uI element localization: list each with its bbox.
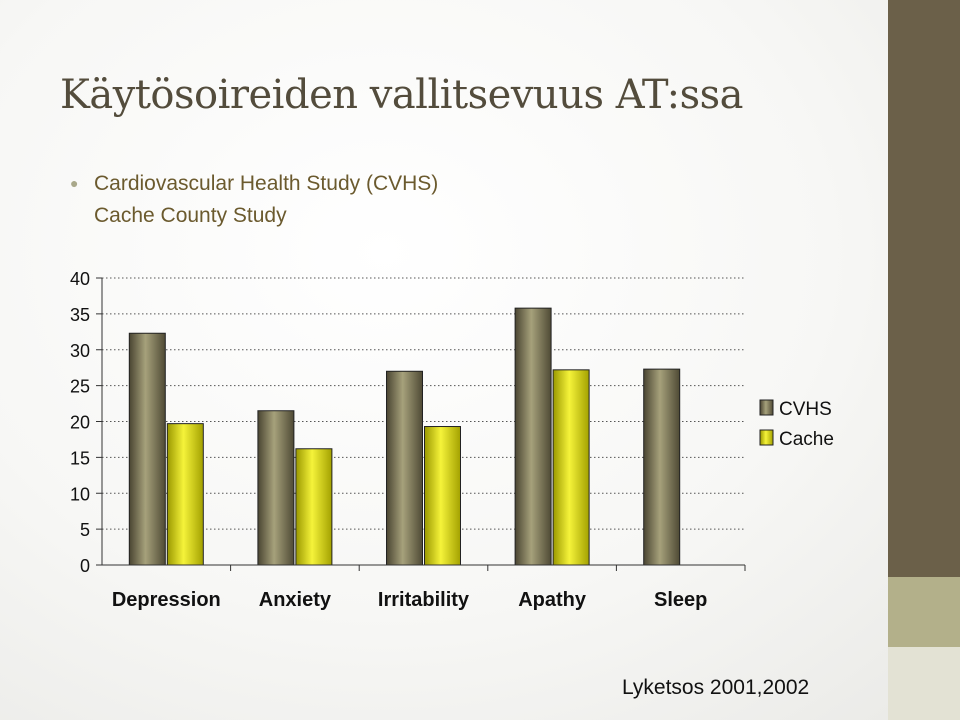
y-tick-label: 20: [70, 413, 90, 433]
x-tick-label: Anxiety: [259, 589, 332, 611]
legend-swatch-cvhs: [759, 399, 774, 416]
side-bar-light: [888, 647, 960, 720]
y-tick-label: 30: [70, 341, 90, 361]
x-tick-label: Depression: [112, 589, 221, 611]
bar-cache-irritability: [424, 426, 461, 566]
bullet-text: Cardiovascular Health Study (CVHS): [94, 172, 439, 195]
bullet-item: ● Cardiovascular Health Study (CVHS): [70, 168, 438, 200]
source-credit: Lyketsos 2001,2002: [622, 676, 810, 699]
bar-cvhs-anxiety: [257, 410, 295, 566]
bar-cvhs-depression: [128, 332, 166, 566]
bar-cvhs-apathy: [514, 307, 552, 566]
bullet-text: Cache County Study: [94, 204, 287, 227]
x-tick-label: Irritability: [378, 589, 470, 611]
side-bar-dark: [888, 0, 960, 577]
y-tick-label: 15: [70, 448, 90, 468]
side-bar-mid: [888, 577, 960, 647]
x-tick-label: Sleep: [654, 589, 707, 611]
legend-swatch-cache: [759, 429, 774, 446]
legend-label-cache: Cache: [779, 429, 834, 450]
legend-label-cvhs: CVHS: [779, 399, 832, 420]
bar-cache-anxiety: [295, 448, 333, 566]
y-tick-label: 35: [70, 305, 90, 325]
bullet-list: ● Cardiovascular Health Study (CVHS) Cac…: [70, 168, 438, 232]
bar-cache-apathy: [552, 369, 590, 566]
page-title: Käytösoireiden vallitsevuus AT:ssa: [60, 72, 744, 118]
y-tick-label: 40: [70, 269, 90, 289]
y-tick-label: 10: [70, 484, 90, 504]
bar-cvhs-sleep: [643, 368, 681, 566]
x-tick-label: Apathy: [518, 589, 587, 611]
y-tick-label: 25: [70, 377, 90, 397]
bar-cache-depression: [166, 423, 204, 566]
y-tick-label: 5: [80, 520, 90, 540]
bar-cvhs-irritability: [386, 370, 423, 566]
y-tick-label: 0: [80, 556, 90, 576]
bullet-item: Cache County Study: [70, 200, 438, 232]
bullet-dot-icon: ●: [70, 175, 79, 191]
